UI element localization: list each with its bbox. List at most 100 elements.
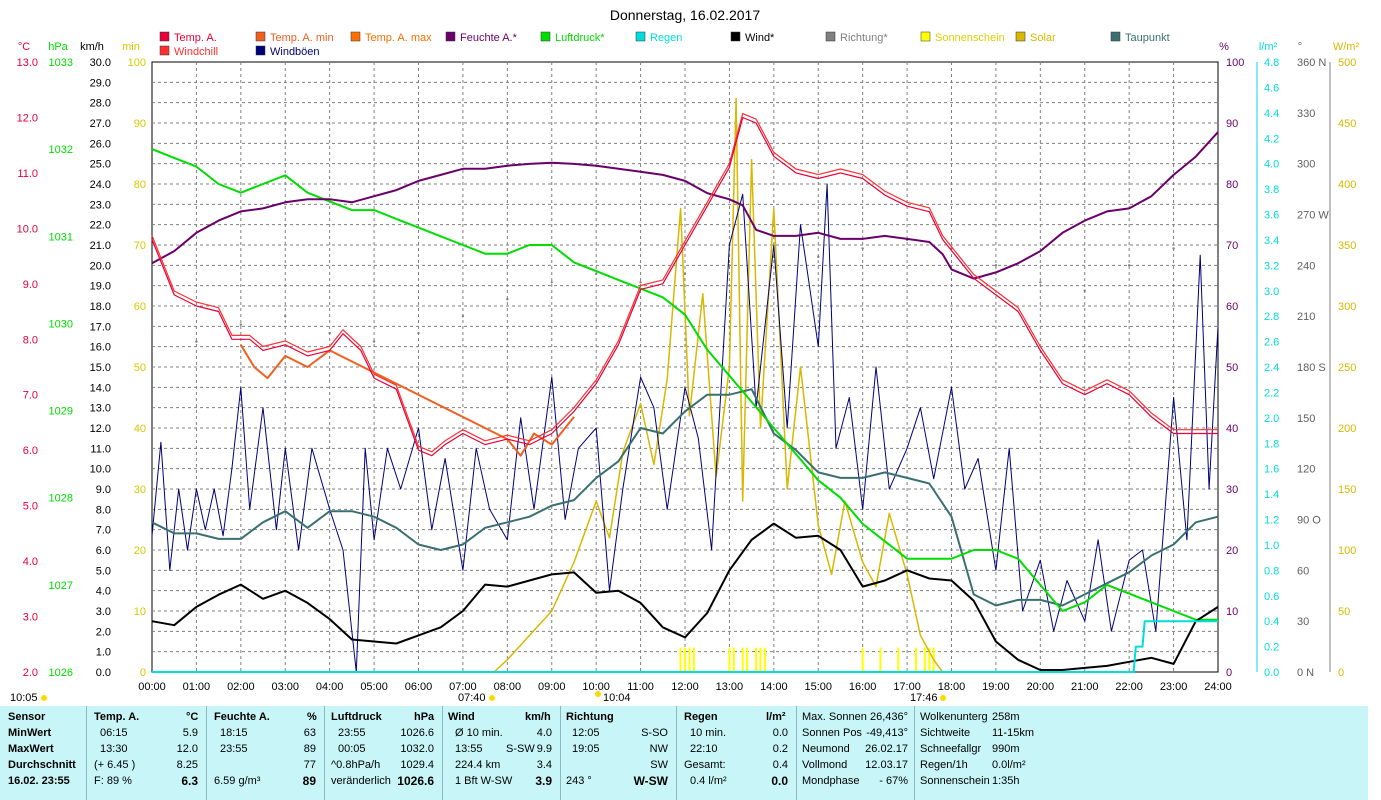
direction-point: [417, 331, 420, 335]
temp-avg-value: 8.25: [176, 759, 198, 771]
legend-swatch-humidity: [445, 31, 456, 42]
temp-axis-tick: 5.0: [23, 501, 38, 513]
wind-run: 224.4 km: [455, 759, 501, 771]
extra-value-2: 990m: [992, 743, 1020, 755]
x-tick-label: 21:00: [1071, 681, 1099, 693]
header-temp: Temp. A.: [94, 711, 140, 723]
extra-label-0: Wolkenunterg: [920, 711, 988, 723]
rain-axis-tick: 2.8: [1264, 311, 1279, 323]
wind-axis-tick: 25.0: [90, 159, 111, 171]
wind-max-value: 9.9: [536, 743, 552, 755]
rain-axis-tick: 3.6: [1264, 210, 1279, 222]
humidity-axis-tick: 90: [1226, 118, 1238, 130]
temp-axis-tick: 10.0: [17, 223, 38, 235]
solar-axis-tick: 450: [1338, 118, 1356, 130]
direction-axis-tick: 60: [1297, 565, 1309, 577]
astro-value-3: 12.03.17: [865, 759, 908, 771]
hum-max-value: 89: [303, 743, 316, 755]
header-rain: Regen: [684, 711, 718, 723]
row-label-max: MaxWert: [8, 743, 54, 755]
direction-point: [1127, 264, 1131, 267]
row-label-current: 16.02. 23:55: [8, 775, 70, 787]
wind-axis-tick: 3.0: [96, 606, 111, 618]
temp-axis-tick: 12.0: [17, 112, 38, 124]
press-current-value: 1026.6: [397, 774, 434, 788]
wind-axis-tick: 28.0: [90, 98, 111, 110]
table-separator: [324, 706, 325, 800]
table-separator: [206, 706, 207, 800]
hum-avg-value: 77: [303, 759, 316, 771]
solar-axis-unit-label: W/m²: [1333, 41, 1360, 53]
wind-axis-tick: 14.0: [90, 382, 111, 394]
x-tick-label: 04:00: [316, 681, 344, 693]
legend-label-rain: Regen: [650, 32, 682, 44]
direction-point: [284, 314, 287, 318]
direction-point: [1172, 247, 1175, 250]
wind-axis-tick: 2.0: [96, 626, 111, 638]
direction-point: [1083, 289, 1086, 292]
humidity-axis-tick: 100: [1226, 57, 1244, 69]
x-tick-label: 20:00: [1027, 681, 1055, 693]
sunshine-bar: [759, 647, 762, 672]
wind-axis-tick: 15.0: [90, 362, 111, 374]
sunshine-bar: [928, 647, 931, 672]
press-trend: ^0.8hPa/h: [331, 759, 381, 771]
temp-axis-tick: 7.0: [23, 390, 38, 402]
rain-axis-tick: 1.0: [1264, 540, 1279, 552]
legend-label-sunshine: Sonnenschein: [935, 32, 1005, 44]
extra-label-1: Sichtweite: [920, 727, 971, 739]
solar-axis-tick: 50: [1338, 606, 1350, 618]
wind-axis-tick: 23.0: [90, 199, 111, 211]
sunshine-axis-tick: 30: [134, 484, 146, 496]
temp-current-value: 6.3: [181, 774, 198, 788]
direction-axis-tick: 0 N: [1297, 667, 1314, 679]
header-sensor: Sensor: [8, 711, 46, 723]
rain-axis-tick: 4.2: [1264, 133, 1279, 145]
dir-max-time: 19:05: [572, 743, 600, 755]
press-min-time: 23:55: [338, 727, 366, 739]
direction-point: [861, 247, 864, 250]
humidity-line: [151, 131, 1219, 280]
temp-axis-tick: 6.0: [23, 445, 38, 457]
wind-line: [151, 522, 1219, 671]
pressure-axis-tick: 1033: [49, 57, 73, 69]
direction-point: [683, 272, 687, 276]
rain-line: [152, 620, 1218, 673]
legend-label-humidity: Feuchte A.*: [460, 32, 518, 44]
legend-swatch-gusts: [255, 45, 266, 56]
legend-swatch-pressure: [540, 31, 551, 42]
rain-axis-tick: 1.4: [1264, 489, 1279, 501]
legend-label-temp_max: Temp. A. max: [365, 32, 432, 44]
sunshine-bar: [728, 647, 731, 672]
rain-axis-tick: 2.2: [1264, 387, 1279, 399]
x-tick-label: 09:00: [538, 681, 566, 693]
temp-axis-unit-label: °C: [18, 41, 30, 53]
legend-swatch-sunshine: [920, 31, 931, 42]
extra-value-3: 0.0l/m²: [992, 759, 1026, 771]
chart-title: Donnerstag, 16.02.2017: [610, 7, 760, 23]
header-humidity-unit: %: [307, 711, 317, 723]
rain-axis-tick: 0.2: [1264, 642, 1279, 654]
wind-axis-tick: 29.0: [90, 77, 111, 89]
direction-axis-tick: 240: [1297, 260, 1315, 272]
table-separator: [914, 706, 915, 800]
astro-value-2: 26.02.17: [865, 743, 908, 755]
direction-point: [195, 340, 198, 343]
wind-current-value: 3.9: [535, 774, 552, 788]
temp-min-value: 5.9: [182, 727, 198, 739]
wind-axis-tick: 20.0: [90, 260, 111, 272]
press-max-value: 1032.0: [400, 743, 434, 755]
solar-line: [493, 97, 944, 673]
x-tick-label: 18:00: [938, 681, 966, 693]
x-tick-label: 19:00: [982, 681, 1010, 693]
direction-axis-tick: 300: [1297, 159, 1315, 171]
direction-axis-tick: 30: [1297, 616, 1309, 628]
direction-point: [594, 272, 598, 276]
rain-axis-tick: 0.6: [1264, 591, 1279, 603]
dir-avg-value: SW: [650, 759, 668, 771]
header-wind-unit: km/h: [525, 711, 551, 723]
legend-label-pressure: Luftdruck*: [555, 32, 605, 44]
legend-swatch-temp_min: [255, 31, 266, 42]
solar-axis-tick: 200: [1338, 423, 1356, 435]
x-tick-label: 00:00: [138, 681, 166, 693]
